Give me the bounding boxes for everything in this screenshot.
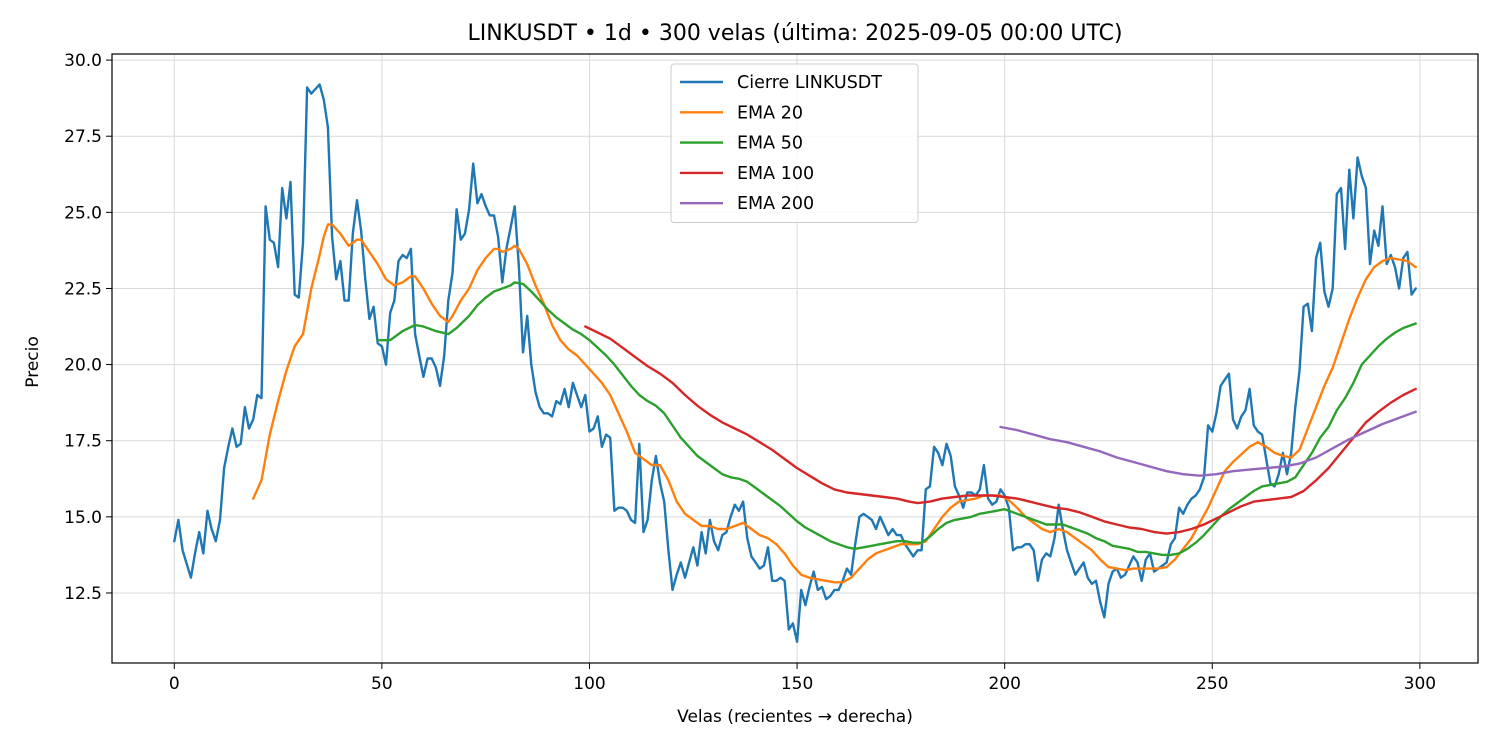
y-tick-label: 17.5 <box>64 432 102 452</box>
x-tick-label: 150 <box>781 674 813 694</box>
plot-frame <box>111 53 1479 664</box>
x-tick-label: 300 <box>1404 674 1436 694</box>
chart-title: LINKUSDT • 1d • 300 velas (última: 2025-… <box>467 21 1122 46</box>
y-tick-label: 20.0 <box>64 356 102 376</box>
y-tick-label: 15.0 <box>64 508 102 528</box>
legend-label: EMA 20 <box>737 103 803 123</box>
y-tick-label: 30.0 <box>64 51 102 71</box>
x-tick-label: 200 <box>988 674 1020 694</box>
y-tick-label: 12.5 <box>64 584 102 604</box>
legend-label: EMA 100 <box>737 164 814 184</box>
x-tick-label: 50 <box>371 674 393 694</box>
plot-area <box>173 83 1417 643</box>
legend-label: EMA 200 <box>737 194 814 214</box>
x-axis-label: Velas (recientes → derecha) <box>677 707 913 727</box>
y-tick-label: 25.0 <box>64 203 102 223</box>
x-tick-label: 0 <box>169 674 180 694</box>
series-line-2 <box>376 281 1417 557</box>
x-tick-label: 250 <box>1196 674 1228 694</box>
series-line-1 <box>252 223 1417 584</box>
legend-box <box>670 63 919 223</box>
x-tick-label: 100 <box>573 674 605 694</box>
series-line-3 <box>584 325 1417 535</box>
y-axis-label: Precio <box>23 336 43 388</box>
legend-label: EMA 50 <box>737 134 803 154</box>
legend: Cierre LINKUSDT EMA 20 EMA 50 EMA 100 EMA 20… <box>670 63 919 223</box>
series-line-0 <box>173 83 1417 643</box>
legend-label: Cierre LINKUSDT <box>737 73 882 93</box>
y-tick-label: 27.5 <box>64 127 102 147</box>
y-tick-label: 22.5 <box>64 279 102 299</box>
series-line-4 <box>999 410 1417 477</box>
axes: 0 50 100 150 200 250 300 12.5 15.0 17.5 20.0 22.5 25… <box>64 51 1436 694</box>
